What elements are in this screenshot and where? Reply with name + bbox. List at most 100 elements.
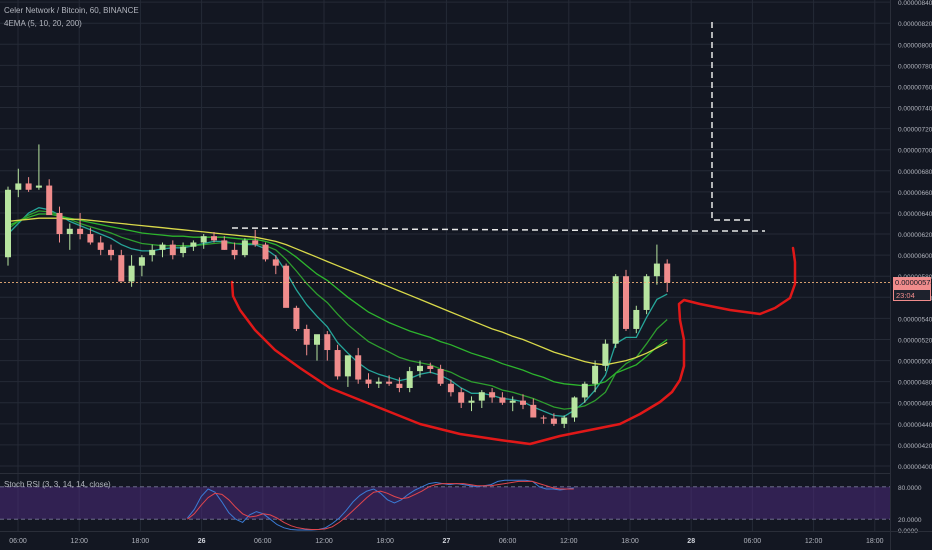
- price-tick-label: 0.00000780: [898, 63, 932, 70]
- candle-body: [200, 236, 207, 243]
- candle-body: [138, 257, 145, 266]
- price-tick-label: 0.00000740: [898, 106, 932, 113]
- candle: [386, 375, 393, 386]
- candle: [458, 387, 465, 409]
- candle-body: [324, 334, 331, 351]
- candle: [87, 227, 94, 245]
- price-tick-label: 0.00000620: [898, 232, 932, 239]
- candle: [283, 263, 290, 308]
- candle-body: [540, 417, 547, 419]
- candle-body: [375, 381, 382, 384]
- candle: [365, 373, 372, 388]
- candle-body: [5, 189, 11, 258]
- candle: [35, 144, 42, 190]
- candle-body: [633, 309, 640, 329]
- candle: [581, 381, 588, 403]
- candle: [272, 255, 279, 275]
- price-tick-label: 0.00000720: [898, 127, 932, 134]
- candle-body: [293, 307, 300, 329]
- candle-body: [602, 343, 609, 366]
- candle: [509, 396, 516, 412]
- candle: [355, 347, 362, 384]
- candle: [489, 387, 496, 403]
- price-tick-label: 0.00000480: [898, 380, 932, 387]
- candle: [118, 249, 125, 282]
- price-tick-label: 0.00000540: [898, 316, 932, 323]
- candle: [499, 392, 506, 405]
- candle-body: [509, 400, 516, 403]
- candle: [653, 244, 660, 285]
- candle-body: [365, 379, 372, 384]
- candle-body: [149, 249, 156, 256]
- candle-body: [561, 417, 568, 424]
- candle: [252, 229, 259, 247]
- candle-body: [128, 265, 135, 282]
- candle-body: [241, 240, 248, 256]
- price-tick-label: 0.00000760: [898, 84, 932, 91]
- candle: [241, 238, 248, 258]
- candle: [231, 242, 238, 260]
- candle-body: [468, 400, 475, 403]
- candle: [56, 206, 63, 243]
- candle-body: [262, 244, 269, 260]
- candle-body: [108, 249, 114, 256]
- candle-body: [520, 400, 526, 405]
- time-tick-label: 12:00: [805, 538, 823, 545]
- candle: [633, 305, 640, 334]
- candle-body: [437, 369, 444, 384]
- candle: [314, 334, 320, 361]
- ema-line-3: [7, 213, 668, 387]
- price-tick-label: 0.00000600: [898, 253, 932, 260]
- candles[interactable]: [5, 144, 671, 429]
- candle: [612, 274, 619, 348]
- candle: [159, 242, 166, 258]
- price-tick-label: 0.00000400: [898, 464, 932, 471]
- time-tick-label: 12:00: [560, 538, 578, 545]
- candle: [427, 362, 434, 374]
- candle: [190, 240, 197, 251]
- rsi-tick-label: 80.0000: [898, 485, 922, 492]
- ema-lines: [7, 207, 668, 418]
- candle: [437, 364, 444, 386]
- price-tick-label: 0.00000800: [898, 42, 932, 49]
- candle-body: [15, 183, 22, 190]
- candle-body: [77, 228, 84, 235]
- candle-body: [458, 392, 465, 403]
- candle: [468, 396, 475, 412]
- candle: [520, 394, 526, 410]
- candle-body: [56, 212, 63, 235]
- candle: [149, 244, 156, 262]
- dashed-target-line[interactable]: [711, 22, 752, 221]
- candle-body: [118, 255, 125, 282]
- candle-body: [478, 392, 485, 401]
- candle: [540, 415, 547, 424]
- candle-body: [386, 381, 393, 384]
- candle: [180, 242, 187, 258]
- candle-body: [180, 246, 187, 254]
- price-tick-label: 0.00000500: [898, 359, 932, 366]
- candle: [550, 413, 557, 426]
- candle-body: [406, 371, 413, 388]
- time-axis[interactable]: 06:00 12:00 18:00 26 06:00 12:00 18:00 27 06:00 1…: [9, 538, 883, 545]
- price-tick-label: 0.00000440: [898, 422, 932, 429]
- candle-body: [283, 265, 290, 308]
- candle: [396, 377, 403, 393]
- candle-body: [221, 240, 228, 250]
- candle-countdown: 23:04: [893, 289, 931, 301]
- candle: [571, 396, 578, 422]
- candle-body: [211, 236, 217, 241]
- candle: [138, 255, 145, 277]
- candle-body: [252, 240, 259, 245]
- time-tick-label: 26: [198, 538, 206, 545]
- rsi-tick-label: 20.0000: [898, 517, 922, 524]
- rsi-line-k: [187, 479, 574, 531]
- candle: [46, 179, 53, 216]
- red-cup-curve[interactable]: [230, 246, 797, 446]
- user-drawings[interactable]: [230, 22, 797, 446]
- price-tick-label: 0.00000660: [898, 190, 932, 197]
- candle-body: [530, 404, 537, 418]
- candle: [561, 415, 568, 429]
- candle: [478, 390, 485, 409]
